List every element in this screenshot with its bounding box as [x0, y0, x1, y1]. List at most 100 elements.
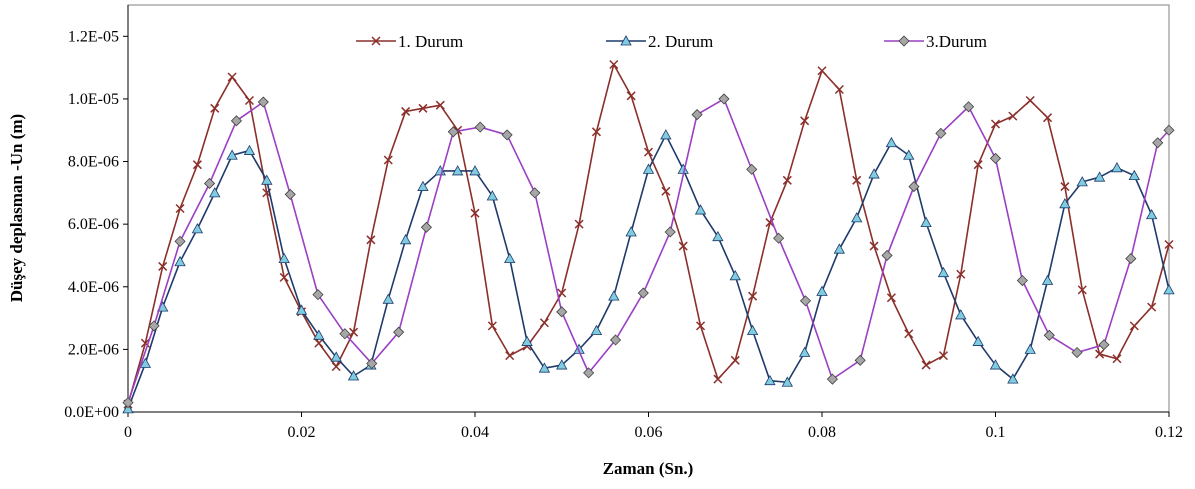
data-point-triangle-marker — [122, 403, 134, 414]
data-point-triangle-marker — [330, 351, 342, 362]
data-point-triangle-marker — [620, 35, 632, 46]
data-point-x-marker — [210, 103, 220, 113]
data-point-x-marker — [1043, 113, 1053, 123]
data-point-triangle-marker — [1163, 284, 1175, 295]
data-point-triangle-marker — [209, 187, 221, 198]
data-point-diamond-marker — [474, 121, 486, 133]
data-point-x-marker — [1008, 111, 1018, 121]
data-point-x-marker — [539, 318, 549, 328]
data-point-x-marker — [1147, 302, 1157, 312]
data-point-triangle-marker — [903, 149, 915, 160]
data-point-x-marker — [800, 116, 810, 126]
y-tick-label: 1.0E-05 — [68, 91, 119, 108]
y-axis-title: Düşey deplasman -Un (m) — [7, 114, 26, 302]
data-point-diamond-marker — [963, 101, 975, 113]
data-point-diamond-marker — [898, 35, 910, 47]
data-point-x-marker — [834, 85, 844, 95]
x-tick-label: 0.08 — [808, 424, 836, 441]
data-point-triangle-marker — [504, 252, 516, 263]
x-tick-label: 0.1 — [986, 424, 1006, 441]
data-point-triangle-marker — [313, 329, 325, 340]
legend-label: 1. Durum — [398, 32, 463, 51]
data-point-diamond-marker — [1098, 339, 1110, 351]
data-point-triangle-marker — [417, 180, 429, 191]
legend-item-1: 1. Durum — [356, 32, 463, 51]
data-point-x-marker — [643, 147, 654, 157]
data-point-x-marker — [192, 160, 202, 170]
data-point-x-marker — [557, 288, 567, 298]
data-point-triangle-marker — [625, 226, 637, 237]
data-point-x-marker — [366, 235, 376, 245]
data-point-triangle-marker — [781, 376, 793, 387]
data-point-x-marker — [244, 95, 254, 106]
data-point-triangle-marker — [972, 335, 984, 346]
y-tick-label: 8.0E-06 — [68, 154, 119, 171]
data-point-x-marker — [782, 175, 792, 185]
x-tick-label: 0.06 — [635, 424, 663, 441]
data-point-diamond-marker — [826, 373, 838, 385]
y-tick-label: 2.0E-06 — [68, 341, 119, 358]
data-point-x-marker — [973, 160, 983, 170]
data-point-triangle-marker — [1128, 169, 1140, 181]
data-point-x-marker — [1129, 321, 1139, 331]
data-point-diamond-marker — [284, 188, 296, 200]
data-point-diamond-marker — [691, 109, 703, 121]
data-point-triangle-marker — [868, 168, 880, 179]
data-point-x-marker — [661, 186, 671, 196]
data-point-diamond-marker — [366, 357, 378, 370]
data-point-x-marker — [1060, 182, 1070, 192]
legend-label: 3.Durum — [926, 32, 987, 51]
data-point-triangle-marker — [937, 266, 950, 278]
data-point-x-marker — [626, 91, 636, 101]
data-point-x-marker — [158, 261, 168, 271]
data-point-triangle-marker — [885, 136, 898, 148]
data-point-diamond-marker — [339, 328, 351, 340]
data-point-x-marker — [574, 219, 584, 229]
data-point-diamond-marker — [881, 249, 893, 262]
data-point-triangle-marker — [590, 324, 603, 336]
data-point-diamond-marker — [609, 334, 622, 346]
data-point-x-marker — [696, 321, 706, 331]
data-point-triangle-marker — [347, 370, 360, 381]
data-point-x-marker — [713, 374, 723, 384]
data-point-triangle-marker — [955, 309, 967, 320]
data-point-diamond-marker — [1125, 253, 1137, 265]
data-point-triangle-marker — [1145, 208, 1158, 220]
data-point-triangle-marker — [1093, 171, 1106, 182]
data-point-diamond-marker — [556, 306, 568, 318]
data-point-diamond-marker — [230, 115, 243, 127]
data-point-x-marker — [904, 329, 914, 339]
data-point-x-marker — [852, 175, 862, 185]
data-point-diamond-marker — [718, 93, 730, 105]
data-point-triangle-marker — [573, 343, 585, 354]
data-point-diamond-marker — [935, 127, 947, 139]
data-point-triangle-marker — [174, 255, 186, 267]
data-point-diamond-marker — [1152, 137, 1164, 149]
data-point-diamond-marker — [664, 226, 676, 238]
data-point-triangle-marker — [798, 346, 811, 357]
data-point-triangle-marker — [226, 149, 238, 160]
data-point-x-marker — [765, 218, 775, 228]
data-point-x-marker — [869, 241, 879, 251]
data-point-triangle-marker — [920, 216, 932, 227]
data-point-triangle-marker — [399, 233, 412, 245]
data-point-diamond-marker — [1043, 329, 1055, 341]
data-point-triangle-marker — [1111, 161, 1123, 173]
data-point-x-marker — [279, 272, 289, 282]
y-tick-label: 0.0E+00 — [64, 404, 119, 421]
data-point-diamond-marker — [1016, 274, 1028, 287]
data-point-x-marker — [227, 72, 237, 82]
data-point-triangle-marker — [538, 362, 551, 373]
data-point-triangle-marker — [764, 374, 776, 386]
legend: 1. Durum 2. Durum 3.Durum — [356, 32, 987, 51]
data-point-diamond-marker — [583, 367, 595, 379]
data-point-triangle-marker — [642, 163, 655, 174]
data-point-triangle-marker — [278, 252, 290, 263]
data-point-triangle-marker — [191, 223, 204, 234]
data-point-x-marker — [730, 355, 740, 365]
data-point-x-marker — [921, 360, 931, 370]
data-point-triangle-marker — [469, 165, 481, 176]
data-point-x-marker — [435, 100, 445, 110]
data-point-diamond-marker — [174, 235, 186, 247]
